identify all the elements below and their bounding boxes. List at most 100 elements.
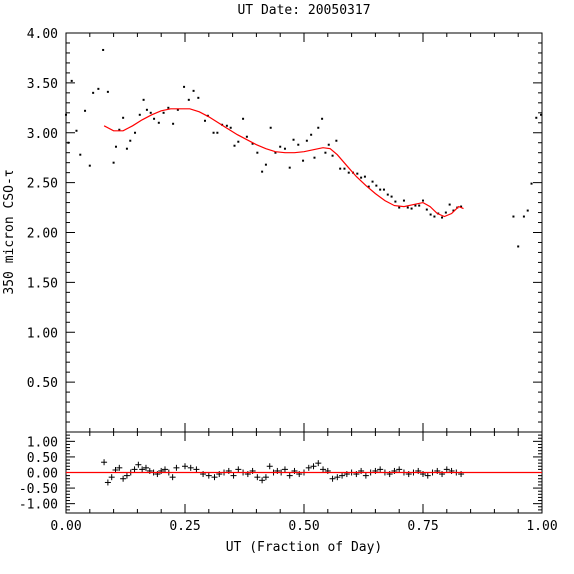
data-point bbox=[149, 111, 152, 114]
data-point bbox=[331, 154, 334, 157]
y-tick-label: 2.50 bbox=[27, 177, 58, 192]
data-point bbox=[187, 98, 190, 101]
data-point bbox=[367, 185, 370, 188]
data-point bbox=[67, 141, 70, 144]
y-tick-label: 3.00 bbox=[27, 127, 58, 142]
data-point bbox=[242, 117, 245, 120]
residual-point bbox=[281, 466, 288, 473]
data-point bbox=[92, 91, 95, 94]
residual-point bbox=[162, 466, 169, 473]
residual-point bbox=[377, 466, 384, 473]
y-tick-label: -0.50 bbox=[19, 482, 58, 497]
data-point bbox=[97, 87, 100, 90]
data-point bbox=[274, 151, 277, 154]
residual-point bbox=[315, 460, 322, 467]
data-point bbox=[122, 116, 125, 119]
data-point bbox=[65, 113, 67, 116]
data-point bbox=[70, 79, 73, 82]
residual-point bbox=[169, 474, 176, 481]
residual-point bbox=[320, 466, 327, 473]
data-point bbox=[517, 245, 520, 248]
data-point bbox=[261, 170, 264, 173]
data-point bbox=[75, 129, 78, 132]
residual-point bbox=[362, 472, 369, 479]
data-point bbox=[225, 124, 228, 127]
data-point bbox=[444, 211, 447, 214]
y-tick-label: 1.50 bbox=[27, 276, 58, 291]
data-point bbox=[79, 153, 82, 156]
data-point bbox=[363, 175, 366, 178]
data-point bbox=[237, 140, 240, 143]
data-point bbox=[183, 85, 186, 88]
residual-point bbox=[334, 474, 341, 481]
data-point bbox=[203, 119, 206, 122]
data-point bbox=[118, 128, 121, 131]
x-tick-label: 0.50 bbox=[288, 519, 319, 534]
data-point bbox=[414, 204, 417, 207]
y-tick-label: 4.00 bbox=[27, 27, 58, 42]
data-point bbox=[245, 135, 248, 138]
data-point bbox=[167, 106, 170, 109]
residual-point bbox=[230, 472, 237, 479]
data-point bbox=[425, 208, 428, 211]
data-point bbox=[360, 176, 363, 179]
data-point bbox=[106, 90, 109, 93]
data-point bbox=[251, 142, 254, 145]
residual-point bbox=[329, 475, 336, 482]
residual-point bbox=[443, 466, 450, 473]
main-plot-panel: 0.50 1.00 1.50 2.00 2.50 3.00 3.50 4.00 bbox=[27, 27, 543, 433]
residual-point bbox=[339, 472, 346, 479]
data-point bbox=[88, 164, 91, 167]
y-tick-label: 2.00 bbox=[27, 227, 58, 242]
data-point bbox=[112, 161, 115, 164]
residual-point bbox=[182, 463, 188, 470]
residual-point bbox=[116, 464, 123, 471]
data-point bbox=[398, 206, 401, 209]
data-point bbox=[390, 195, 393, 198]
data-point bbox=[138, 113, 141, 116]
x-tick-label: 0.00 bbox=[50, 519, 81, 534]
data-point bbox=[313, 156, 316, 159]
x-tick-label: 1.00 bbox=[526, 519, 557, 534]
data-point bbox=[512, 215, 515, 218]
data-point bbox=[288, 166, 291, 169]
y-tick-label: 1.00 bbox=[27, 326, 58, 341]
data-point bbox=[356, 172, 359, 175]
data-point bbox=[327, 143, 330, 146]
residual-point bbox=[205, 472, 212, 479]
data-point bbox=[269, 126, 272, 129]
data-point bbox=[292, 138, 295, 141]
residual-point bbox=[262, 474, 269, 481]
data-point bbox=[176, 108, 179, 111]
data-point bbox=[379, 188, 382, 191]
data-point bbox=[129, 139, 132, 142]
residual-point bbox=[193, 466, 200, 473]
data-point bbox=[297, 143, 300, 146]
data-point bbox=[162, 111, 165, 114]
data-point bbox=[84, 109, 87, 112]
data-point bbox=[410, 207, 413, 210]
data-point bbox=[433, 215, 436, 218]
data-point bbox=[114, 145, 117, 148]
residual-point bbox=[286, 472, 293, 479]
residual-point bbox=[104, 479, 111, 486]
data-point bbox=[422, 199, 424, 202]
y-tick-label: 1.00 bbox=[27, 435, 58, 450]
data-point bbox=[279, 145, 282, 148]
residual-point bbox=[108, 474, 115, 481]
data-point bbox=[310, 133, 313, 136]
data-point bbox=[406, 206, 409, 209]
residual-point bbox=[142, 464, 149, 471]
residual-point bbox=[173, 464, 180, 471]
residual-point bbox=[123, 472, 130, 479]
data-point bbox=[386, 193, 389, 196]
y-tick-label: 0.50 bbox=[27, 376, 58, 391]
data-point bbox=[347, 171, 350, 174]
data-point bbox=[134, 131, 137, 134]
fit-curve bbox=[103, 108, 464, 218]
data-point bbox=[264, 163, 267, 166]
chart-title: UT Date: 20050317 bbox=[237, 3, 370, 18]
data-point bbox=[429, 213, 432, 216]
data-point bbox=[157, 121, 160, 124]
data-point bbox=[375, 184, 378, 187]
